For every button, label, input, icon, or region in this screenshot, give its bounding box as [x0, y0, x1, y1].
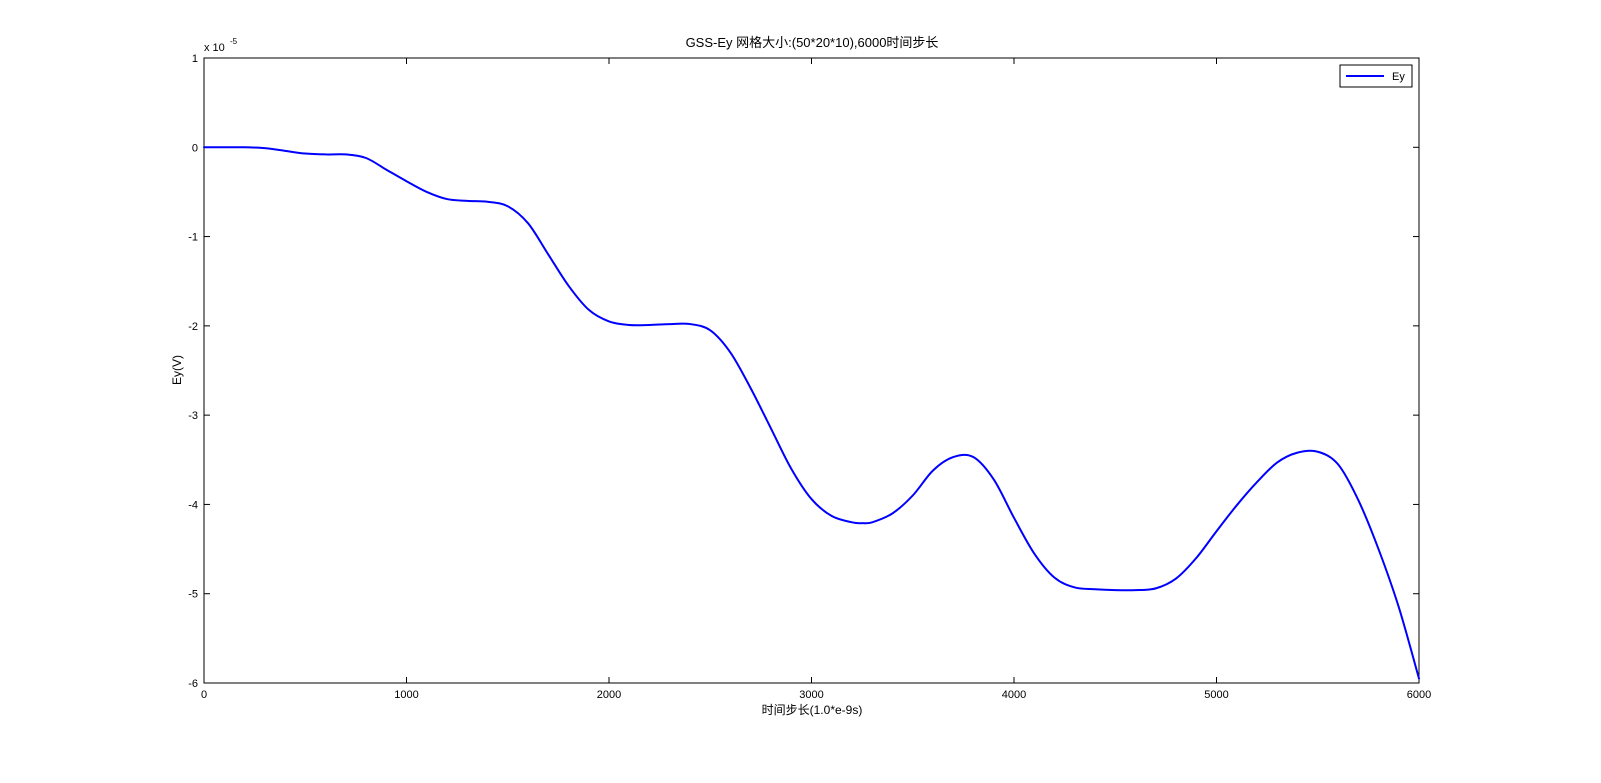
y-exponent: x 10 -5 — [204, 37, 238, 54]
plot-area — [203, 57, 1420, 684]
x-axis-label: 时间步长(1.0*e-9s) — [762, 703, 863, 717]
y-axis-label: Ey(V) — [170, 355, 184, 385]
y-tick-label-0: 0 — [192, 142, 198, 154]
y-tick-label--5: -5 — [188, 589, 198, 601]
legend-label-ey: Ey — [1392, 71, 1405, 83]
y-exponent-power: -5 — [230, 37, 238, 46]
y-tick-label--3: -3 — [188, 410, 198, 422]
y-tick-label--6: -6 — [188, 678, 198, 690]
x-tick-label-4000: 4000 — [1002, 689, 1026, 701]
x-tick-label-0: 0 — [201, 689, 207, 701]
y-tick-labels: 1 0 -1 -2 -3 -4 -5 -6 — [188, 53, 198, 690]
y-tick-label--1: -1 — [188, 232, 198, 244]
x-tick-label-6000: 6000 — [1407, 689, 1431, 701]
x-tick-label-1000: 1000 — [394, 689, 418, 701]
y-tick-label-1: 1 — [192, 53, 198, 65]
y-exponent-base: x 10 — [204, 42, 225, 54]
legend: Ey — [1339, 64, 1413, 88]
y-tick-label--2: -2 — [188, 321, 198, 333]
x-tick-label-5000: 5000 — [1204, 689, 1228, 701]
x-tick-labels: 0 1000 2000 3000 4000 5000 6000 — [201, 689, 1431, 701]
x-tick-label-2000: 2000 — [597, 689, 621, 701]
y-tick-label--4: -4 — [188, 499, 198, 511]
chart-title: GSS-Ey 网格大小:(50*20*10),6000时间步长 — [686, 35, 939, 50]
x-tick-label-3000: 3000 — [799, 689, 823, 701]
series-line-ey — [203, 146, 1420, 680]
